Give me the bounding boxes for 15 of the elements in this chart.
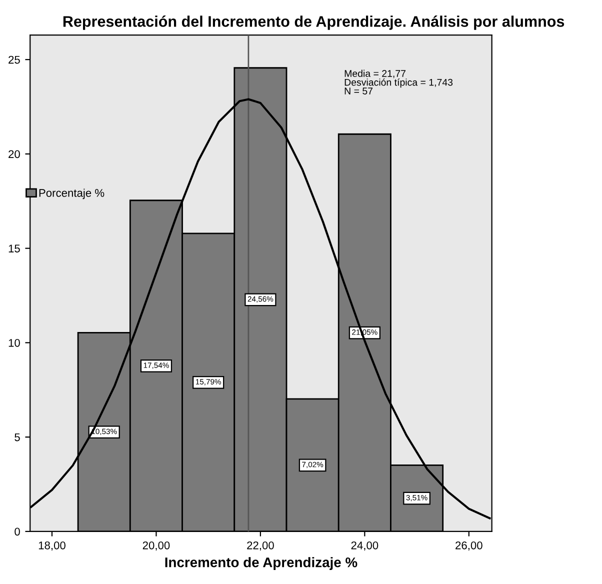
y-tick-label: 5 (14, 433, 20, 442)
x-tick-label: 24,00 (351, 541, 378, 551)
x-tick-label: 20,00 (142, 541, 170, 551)
x-tick-label: 26,00 (456, 541, 482, 551)
y-tick-label: 10 (8, 338, 20, 347)
y-tick-label: 20 (8, 150, 20, 158)
y-tick-label: 15 (8, 244, 20, 252)
x-tick-label: 22,00 (247, 541, 274, 551)
annotation: Media = 21,77 Desviación típica = 1,743 N = 57 (344, 70, 453, 94)
y-tick-label: 25 (8, 56, 20, 64)
x-axis-title: Incremento de Aprendizaje % (165, 557, 358, 570)
legend-label: Porcentaje % (39, 188, 104, 200)
x-tick-label: 18,00 (38, 541, 66, 551)
y-tick-label: 0 (14, 528, 20, 536)
chart-title: Representación del Incremento de Aprendizaje. Análisis por alumnos (63, 16, 564, 30)
